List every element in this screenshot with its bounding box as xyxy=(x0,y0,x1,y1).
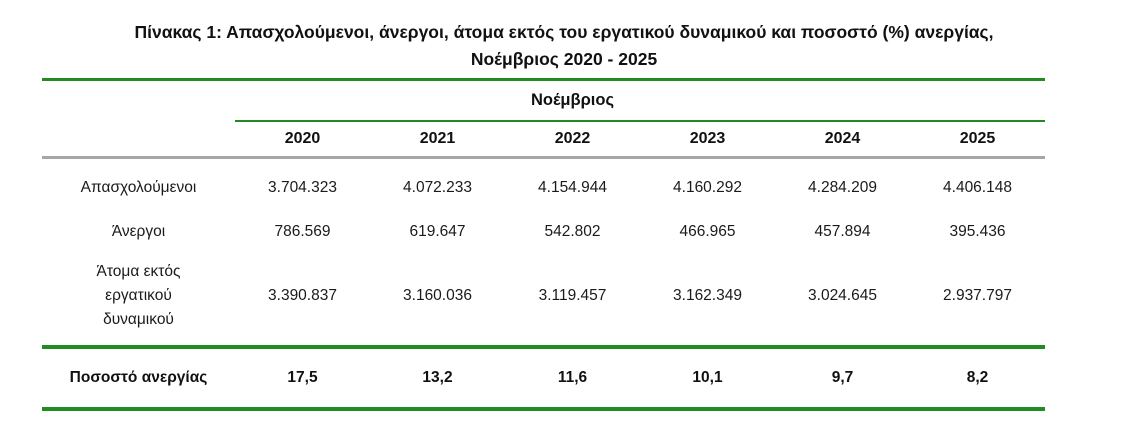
table-title-line1: Πίνακας 1: Απασχολούμενοι, άνεργοι, άτομ… xyxy=(134,22,994,42)
cell-value: 542.802 xyxy=(544,223,601,240)
header-separator-rule xyxy=(42,156,1045,159)
cell-value: 4.284.209 xyxy=(808,179,877,196)
table-row-unemployed: Άνεργοι 786.569 619.647 542.802 466.965 … xyxy=(42,217,1045,247)
year-header-2025: 2025 xyxy=(959,130,996,147)
cell-value: 13,2 xyxy=(422,369,453,386)
cell-value: 3.390.837 xyxy=(268,287,337,304)
cell-value: 3.160.036 xyxy=(403,287,472,304)
cell-value: 2.937.797 xyxy=(943,287,1012,304)
cell-value: 17,5 xyxy=(287,369,318,386)
row-label: Άτομα εκτός εργατικού δυναμικού xyxy=(96,263,181,328)
month-underline-rule xyxy=(235,120,1045,122)
cell-value: 4.072.233 xyxy=(403,179,472,196)
cell-value: 4.160.292 xyxy=(673,179,742,196)
year-header-2023: 2023 xyxy=(689,130,726,147)
row-label: Απασχολούμενοι xyxy=(80,179,197,196)
cell-value: 466.965 xyxy=(679,223,736,240)
bottom-rule xyxy=(42,407,1045,411)
row-label: Άνεργοι xyxy=(111,223,166,240)
cell-value: 395.436 xyxy=(949,223,1006,240)
table-row-inactive: Άτομα εκτός εργατικού δυναμικού 3.390.83… xyxy=(42,247,1045,345)
cell-value: 4.406.148 xyxy=(943,179,1012,196)
year-header-2022: 2022 xyxy=(554,130,591,147)
cell-value: 3.704.323 xyxy=(268,179,337,196)
cell-value: 3.119.457 xyxy=(538,287,607,304)
year-header-2024: 2024 xyxy=(824,130,861,147)
cell-value: 619.647 xyxy=(409,223,466,240)
top-rule xyxy=(42,78,1045,81)
cell-value: 9,7 xyxy=(831,369,854,386)
table-title: Πίνακας 1: Απασχολούμενοι, άνεργοι, άτομ… xyxy=(0,19,1128,73)
month-header-row: Νοέμβριος xyxy=(42,81,1045,120)
cell-value: 10,1 xyxy=(692,369,723,386)
cell-value: 8,2 xyxy=(966,369,989,386)
row-label: Ποσοστό ανεργίας xyxy=(69,369,208,386)
month-header: Νοέμβριος xyxy=(530,91,615,109)
table-row-unemployment-rate: Ποσοστό ανεργίας 17,5 13,2 11,6 10,1 9,7… xyxy=(42,349,1045,407)
cell-value: 3.162.349 xyxy=(673,287,742,304)
footer-top-rule xyxy=(42,345,1045,349)
year-header-2021: 2021 xyxy=(419,130,456,147)
statistics-table: Νοέμβριος 2020 2021 2022 2023 2024 2025 … xyxy=(42,78,1045,411)
cell-value: 457.894 xyxy=(814,223,871,240)
table-title-line2: Νοέμβριος 2020 - 2025 xyxy=(470,49,658,69)
cell-value: 786.569 xyxy=(274,223,331,240)
cell-value: 4.154.944 xyxy=(538,179,607,196)
years-header-row: 2020 2021 2022 2023 2024 2025 xyxy=(42,122,1045,156)
year-header-2020: 2020 xyxy=(284,130,321,147)
table-row-employed: Απασχολούμενοι 3.704.323 4.072.233 4.154… xyxy=(42,159,1045,217)
cell-value: 11,6 xyxy=(557,369,588,386)
cell-value: 3.024.645 xyxy=(808,287,877,304)
